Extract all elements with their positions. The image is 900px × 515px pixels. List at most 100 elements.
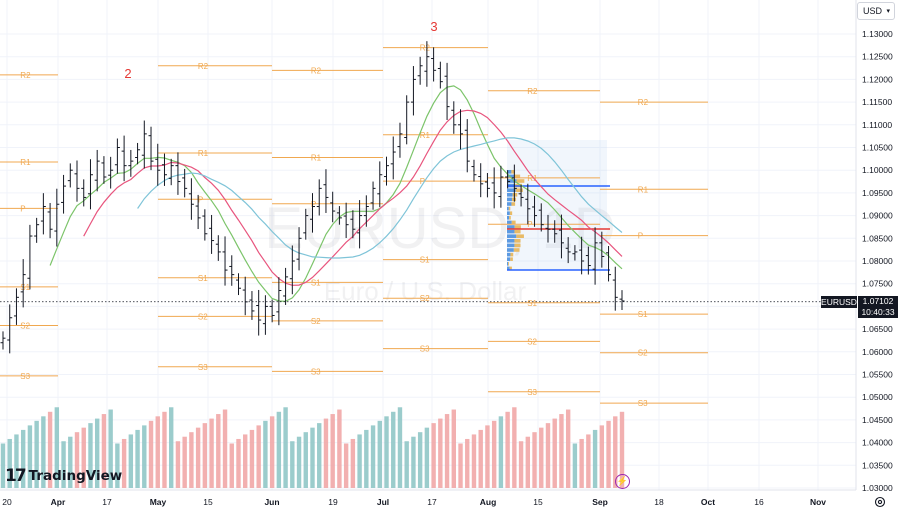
- volume-bar: [14, 434, 19, 488]
- pivot-level-label: S3: [638, 399, 648, 408]
- volume-bar: [525, 436, 531, 488]
- volume-bar: [290, 441, 295, 488]
- volume-profile-row: [507, 225, 515, 229]
- time-tick-label: 17: [427, 497, 437, 507]
- tradingview-logo[interactable]: 17 TradingView: [5, 466, 122, 486]
- pivot-level-label: S2: [638, 349, 648, 358]
- volume-bar: [512, 407, 517, 488]
- volume-bar: [404, 441, 409, 488]
- time-tick-label: 19: [328, 497, 338, 507]
- current-price-value: 1.07102: [862, 296, 894, 306]
- volume-profile-row: [511, 202, 516, 206]
- volume-bar: [559, 414, 564, 488]
- volume-profile-row: [510, 257, 513, 261]
- price-tick-label: 1.10500: [862, 143, 893, 153]
- volume-bar: [108, 409, 113, 488]
- volume-profile-row: [516, 179, 525, 183]
- volume-profile-row: [507, 220, 512, 225]
- volume-profile-row: [507, 262, 509, 266]
- pivot-level-label: R1: [311, 153, 322, 162]
- volume-bar: [579, 438, 584, 488]
- volume-bar: [438, 418, 443, 488]
- pivot-level-label: P: [198, 195, 203, 204]
- volume-bar: [532, 432, 537, 488]
- pivot-level-label: S3: [527, 388, 537, 397]
- volume-bar: [121, 438, 127, 488]
- volume-bar: [357, 434, 362, 488]
- volume-bar: [249, 429, 255, 488]
- volume-bar: [505, 411, 510, 488]
- volume-bar: [135, 429, 140, 488]
- time-tick-label: 15: [203, 497, 213, 507]
- volume-bar: [162, 411, 167, 488]
- volume-bar: [491, 420, 497, 488]
- price-tick-label: 1.05000: [862, 392, 893, 402]
- time-tick-label: Aug: [480, 497, 497, 507]
- price-tick-label: 1.13000: [862, 29, 893, 39]
- pivot-level-label: S3: [20, 372, 30, 381]
- time-tick-label: 18: [654, 497, 664, 507]
- volume-profile-row: [507, 197, 512, 202]
- volume-profile-row: [507, 202, 512, 206]
- volume-bar: [209, 418, 214, 488]
- volume-bar: [485, 425, 490, 488]
- pivot-level-label: R2: [420, 44, 431, 53]
- volume-bar: [545, 423, 551, 488]
- lightning-icon[interactable]: ⚡: [615, 474, 630, 489]
- volume-bar: [478, 429, 483, 488]
- volume-bar: [411, 436, 416, 488]
- volume-bar: [148, 420, 154, 488]
- volume-profile-row: [509, 266, 512, 271]
- price-axis[interactable]: 1.13000 1.12500 1.12000 1.11500 1.11000 1.105…: [855, 0, 893, 493]
- settings-gear-icon[interactable]: [873, 495, 887, 509]
- volume-profile-row: [507, 243, 515, 248]
- volume-bar: [424, 427, 430, 488]
- moving-average-line: [49, 85, 623, 302]
- pivot-level-label: R2: [20, 71, 31, 80]
- currency-button[interactable]: USD ▾: [857, 2, 895, 20]
- volume-bar: [397, 407, 403, 488]
- volume-profile-row: [507, 248, 514, 252]
- volume-profile-row: [507, 211, 510, 215]
- price-tick-label: 1.03000: [862, 483, 893, 493]
- volume-bar: [317, 423, 322, 488]
- time-tick-label: 16: [754, 497, 764, 507]
- volume-profile-row: [514, 174, 521, 179]
- volume-bar: [370, 425, 376, 488]
- price-tick-label: 1.06000: [862, 347, 893, 357]
- volume-bar: [142, 425, 147, 488]
- price-tick-label: 1.12000: [862, 74, 893, 84]
- volume-profile-row: [507, 170, 512, 174]
- volume-profile-row: [512, 193, 518, 197]
- volume-bar: [283, 407, 288, 488]
- volume-profile-row: [507, 179, 517, 183]
- value-area-shade: [507, 140, 607, 270]
- time-tick-label: 17: [102, 497, 112, 507]
- volume-bar: [310, 427, 315, 488]
- volume-bar: [323, 418, 329, 488]
- volume-bar: [465, 438, 470, 488]
- volume-bar: [195, 427, 201, 488]
- volume-bar: [350, 438, 356, 488]
- volume-profile-row: [509, 216, 511, 220]
- volume-bar: [94, 418, 100, 488]
- wave-labels: 23: [124, 19, 437, 81]
- price-tick-label: 1.07500: [862, 279, 893, 289]
- volume-profile-row: [507, 234, 517, 238]
- pivot-level-label: R1: [527, 174, 538, 183]
- pivot-level-label: R1: [198, 149, 209, 158]
- volume-bar: [41, 416, 46, 488]
- volume-bar: [101, 414, 107, 488]
- pivot-level-label: R1: [20, 158, 31, 167]
- chevron-down-icon: ▾: [886, 8, 890, 15]
- volume-profile-row: [511, 170, 515, 174]
- time-tick-label: Apr: [51, 497, 66, 507]
- time-axis[interactable]: 20 Apr 17 May 15 Jun 19 Jul 17 Aug 15 Sep 18 Oct 16 Nov: [0, 489, 856, 507]
- time-tick-label: Nov: [810, 497, 826, 507]
- volume-bar: [498, 416, 504, 488]
- volume-bar: [115, 443, 120, 488]
- volume-bar: [391, 411, 396, 488]
- pivot-level-label: P: [420, 177, 425, 186]
